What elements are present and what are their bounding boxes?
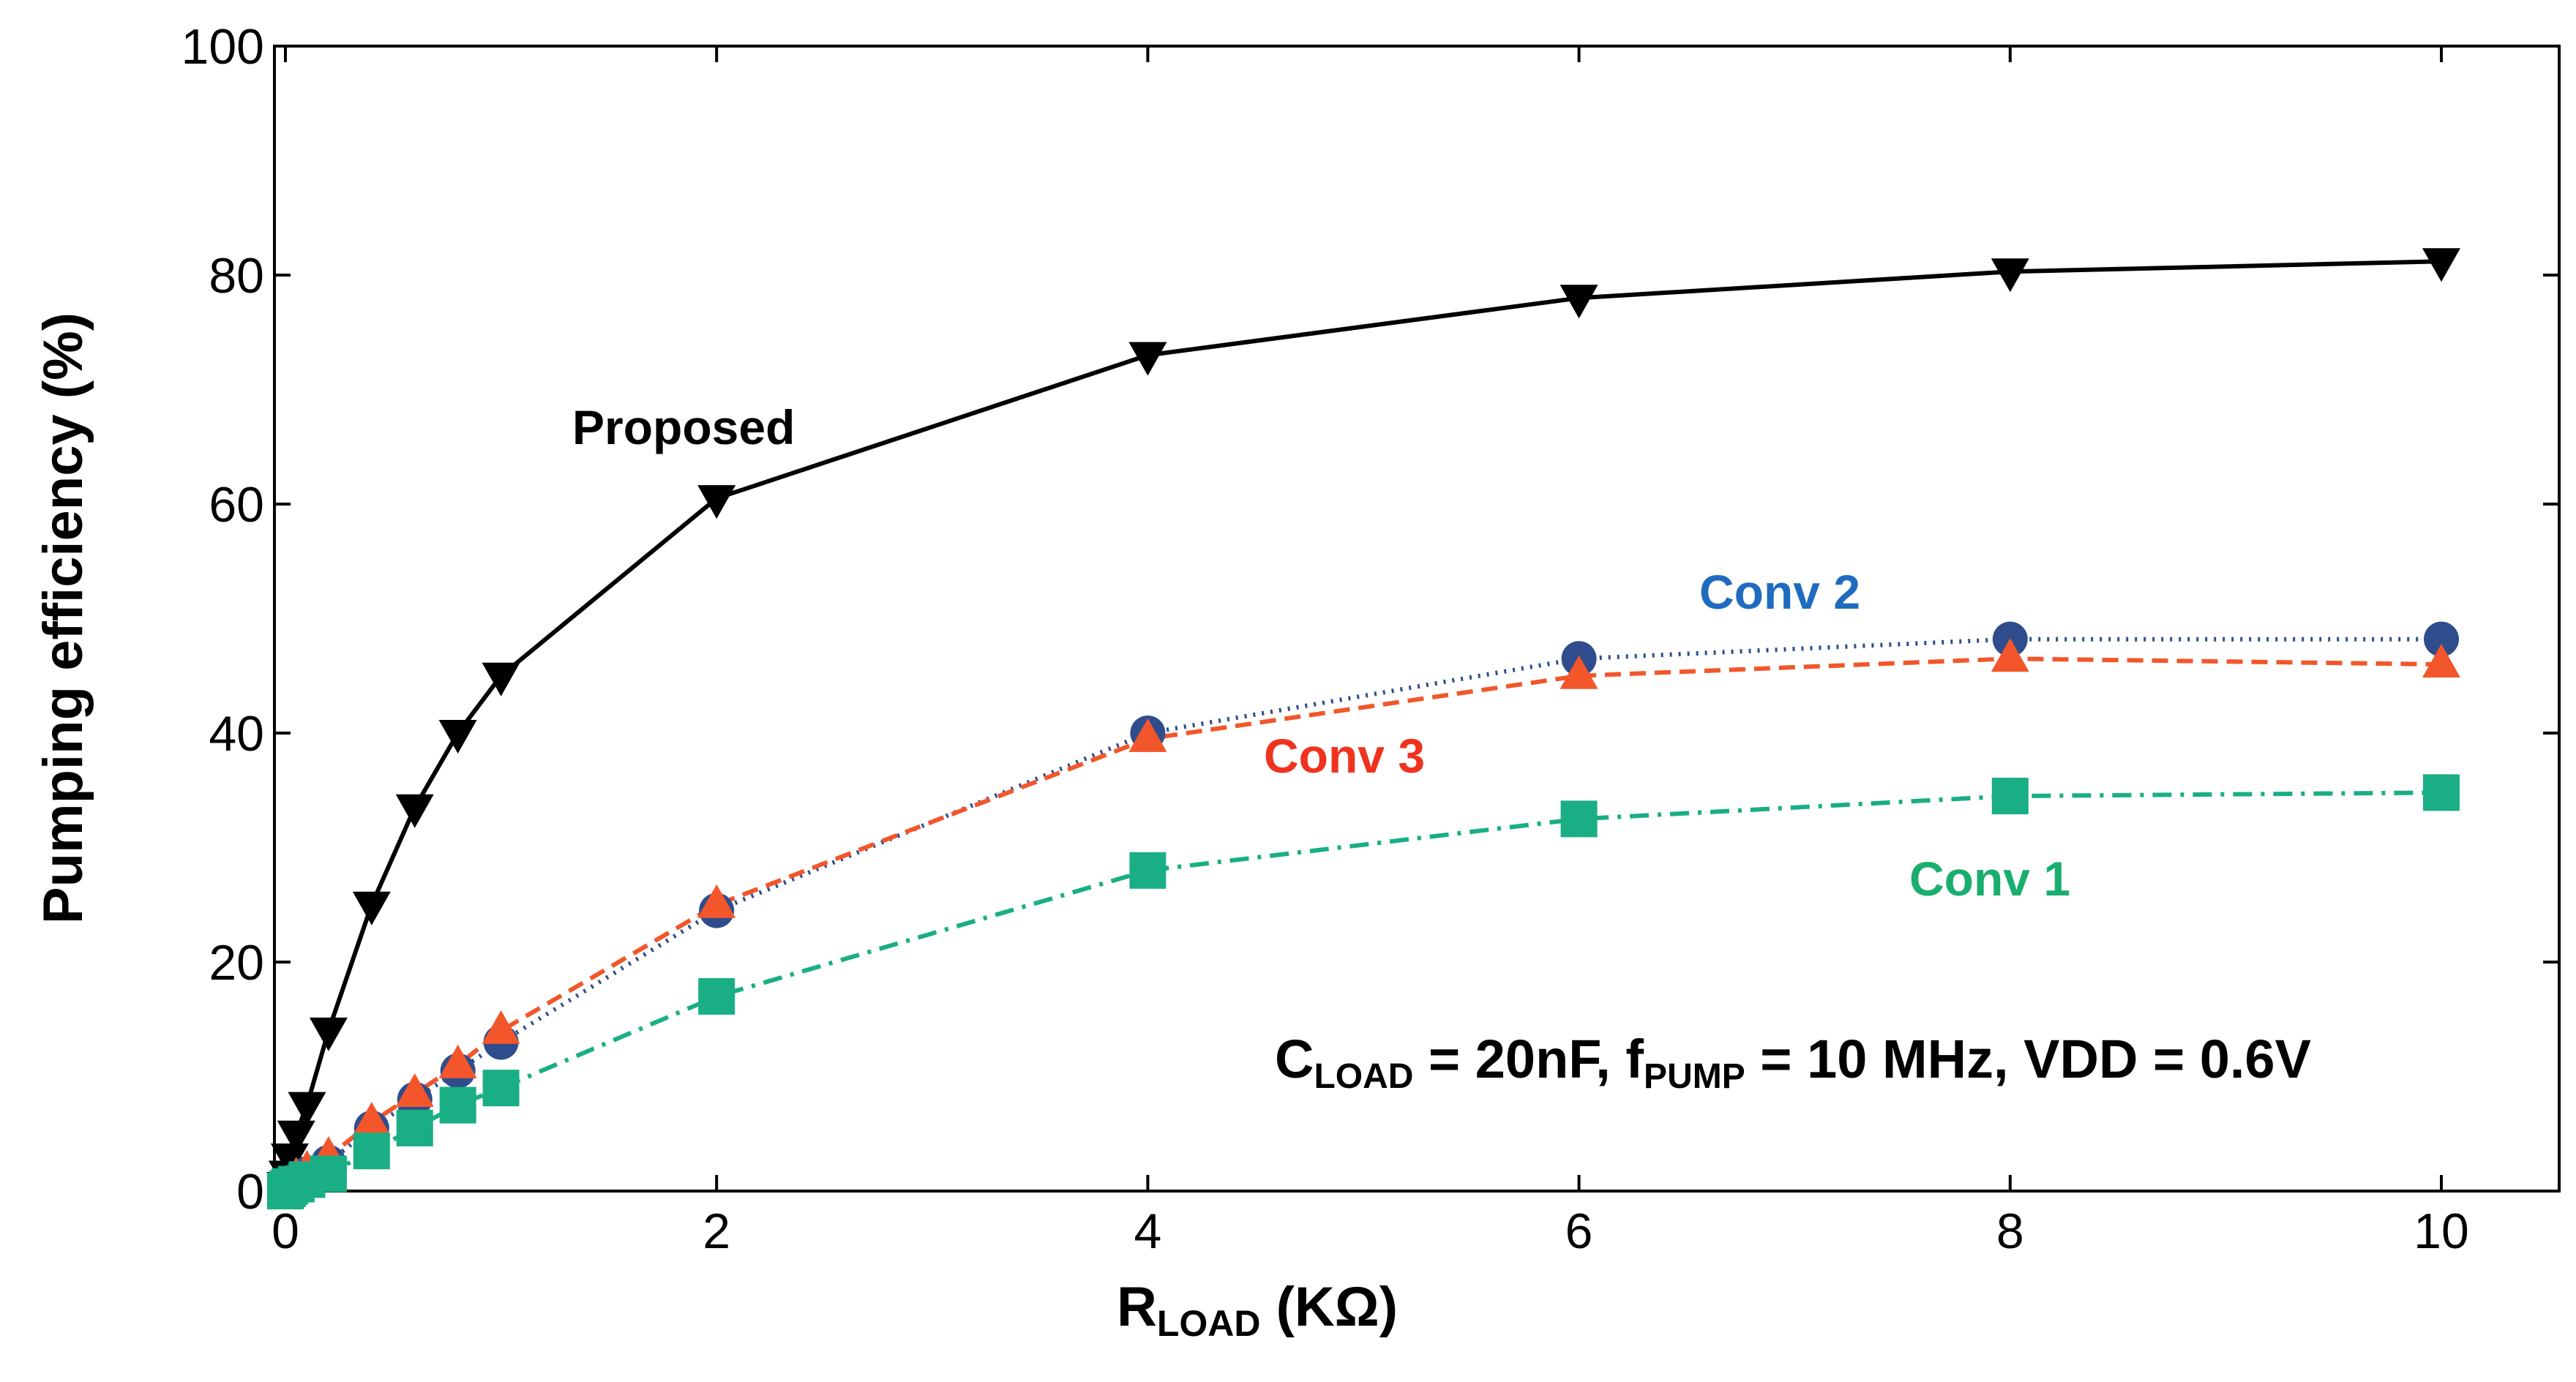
data-point-conv-3-14 xyxy=(2422,644,2460,678)
series-line-conv-2 xyxy=(283,636,2441,1193)
series-label-conv3: Conv 3 xyxy=(1264,729,1425,783)
data-point-conv-3-6 xyxy=(352,1102,391,1136)
y-tick-label-60: 60 xyxy=(209,477,264,533)
data-point-proposed-2 xyxy=(270,1143,309,1178)
data-point-conv-3-10 xyxy=(697,884,736,918)
plot-frame xyxy=(273,45,2561,1193)
data-point-conv-1-12 xyxy=(1560,800,1598,838)
data-point-proposed-12 xyxy=(1560,285,1598,319)
y-tick-label-20: 20 xyxy=(209,935,264,991)
data-point-conv-1-7 xyxy=(396,1109,433,1146)
y-tick-label-100: 100 xyxy=(181,19,264,75)
series-line-conv-1 xyxy=(283,790,2442,1193)
data-point-conv-1-10 xyxy=(698,977,735,1015)
y-axis: 0 20 40 60 80 100 xyxy=(181,19,2559,1220)
data-point-proposed-8 xyxy=(438,720,477,754)
y-tick-label-40: 40 xyxy=(209,706,264,762)
series-label-proposed: Proposed xyxy=(572,400,795,454)
data-point-conv-3-13 xyxy=(1991,638,2029,672)
x-tick-label-4: 4 xyxy=(1134,1203,1161,1259)
data-point-proposed-9 xyxy=(482,662,520,696)
y-axis-title: Pumping efficiency (%) xyxy=(32,312,94,924)
annotation-mid: = 20nF, f xyxy=(1413,1029,1644,1089)
x-tick-label-0: 0 xyxy=(272,1203,299,1259)
data-point-proposed-14 xyxy=(2422,248,2460,282)
data-point-conv-1-13 xyxy=(1991,778,2029,815)
x-tick-label-2: 2 xyxy=(703,1203,730,1259)
data-point-proposed-6 xyxy=(352,891,391,925)
x-tick-label-10: 10 xyxy=(2414,1203,2469,1259)
data-point-proposed-5 xyxy=(309,1017,348,1051)
x-axis-title-rest: (KΩ) xyxy=(1260,1276,1398,1338)
data-point-conv-3-12 xyxy=(1560,655,1598,689)
annotation-end: = 10 MHz, VDD = 0.6V xyxy=(1745,1029,2311,1089)
series-label-conv2: Conv 2 xyxy=(1699,565,1860,619)
y-tick-label-80: 80 xyxy=(209,248,264,304)
data-point-conv-3-8 xyxy=(438,1044,477,1078)
y-tick-label-0: 0 xyxy=(236,1164,264,1220)
data-point-conv-1-14 xyxy=(2423,774,2460,811)
data-point-conv-3-11 xyxy=(1128,718,1167,752)
data-point-proposed-11 xyxy=(1128,342,1167,376)
annotation-c: C xyxy=(1275,1029,1314,1089)
annotation-f-sub: PUMP xyxy=(1644,1057,1745,1096)
series-label-conv1: Conv 1 xyxy=(1909,852,2070,906)
data-point-conv-1-5 xyxy=(310,1155,347,1193)
data-point-proposed-10 xyxy=(697,485,736,519)
series-markers xyxy=(266,248,2460,1209)
x-axis-title: RLOAD (KΩ) xyxy=(1117,1276,1398,1344)
data-point-conv-1-11 xyxy=(1129,852,1167,889)
data-point-proposed-7 xyxy=(395,794,434,828)
data-point-conv-3-7 xyxy=(395,1073,434,1107)
annotation-c-sub: LOAD xyxy=(1314,1057,1413,1096)
conditions-annotation: CLOAD = 20nF, fPUMP = 10 MHz, VDD = 0.6V xyxy=(1275,1029,2311,1096)
data-point-conv-1-8 xyxy=(439,1086,476,1124)
data-point-proposed-4 xyxy=(288,1092,326,1126)
data-point-conv-2-14 xyxy=(2424,621,2459,657)
x-tick-label-8: 8 xyxy=(1996,1203,2024,1259)
data-point-proposed-3 xyxy=(277,1120,315,1154)
x-axis: 0 2 4 6 8 10 xyxy=(272,46,2469,1259)
data-point-proposed-13 xyxy=(1991,258,2029,293)
data-point-conv-3-9 xyxy=(482,1010,520,1044)
x-tick-label-6: 6 xyxy=(1565,1203,1593,1259)
x-axis-title-sub: LOAD xyxy=(1157,1303,1261,1344)
x-axis-title-main: R xyxy=(1117,1276,1157,1338)
data-point-conv-1-9 xyxy=(482,1070,520,1107)
data-point-conv-1-6 xyxy=(353,1133,390,1170)
